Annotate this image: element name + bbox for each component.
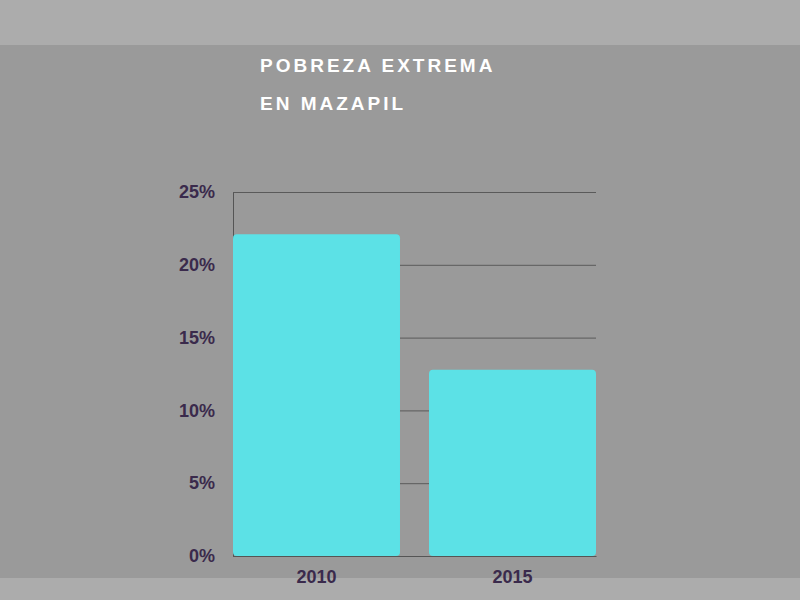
y-tick-label: 10% bbox=[179, 401, 215, 421]
background bbox=[0, 0, 800, 600]
x-tick: 2015 bbox=[492, 556, 532, 587]
y-tick-label: 5% bbox=[189, 473, 215, 493]
bars bbox=[233, 234, 596, 556]
bar bbox=[233, 234, 400, 556]
bar bbox=[429, 370, 596, 556]
x-axis-line bbox=[234, 556, 597, 557]
top-band bbox=[0, 0, 800, 45]
y-axis: 0% 5% 10% 15% 20% 25% bbox=[179, 182, 596, 566]
x-axis: 2010 2015 bbox=[234, 556, 597, 587]
y-tick-label: 25% bbox=[179, 182, 215, 202]
grid-line bbox=[233, 556, 596, 557]
title: POBREZA EXTREMA bbox=[260, 55, 495, 76]
y-tick-label: 0% bbox=[189, 546, 215, 566]
y-tick-label: 20% bbox=[179, 255, 215, 275]
x-tick: 2010 bbox=[296, 556, 336, 587]
y-tick: 25% bbox=[179, 182, 596, 202]
bottom-band bbox=[0, 578, 800, 600]
grid-line bbox=[233, 192, 596, 193]
subtitle: EN MAZAPIL bbox=[260, 93, 406, 114]
x-tick-label: 2010 bbox=[296, 567, 336, 587]
x-tick-label: 2015 bbox=[492, 567, 532, 587]
y-tick-label: 15% bbox=[179, 328, 215, 348]
chart: POBREZA EXTREMA EN MAZAPIL 0% 5% 10% 15% 20% 25… bbox=[0, 0, 800, 600]
